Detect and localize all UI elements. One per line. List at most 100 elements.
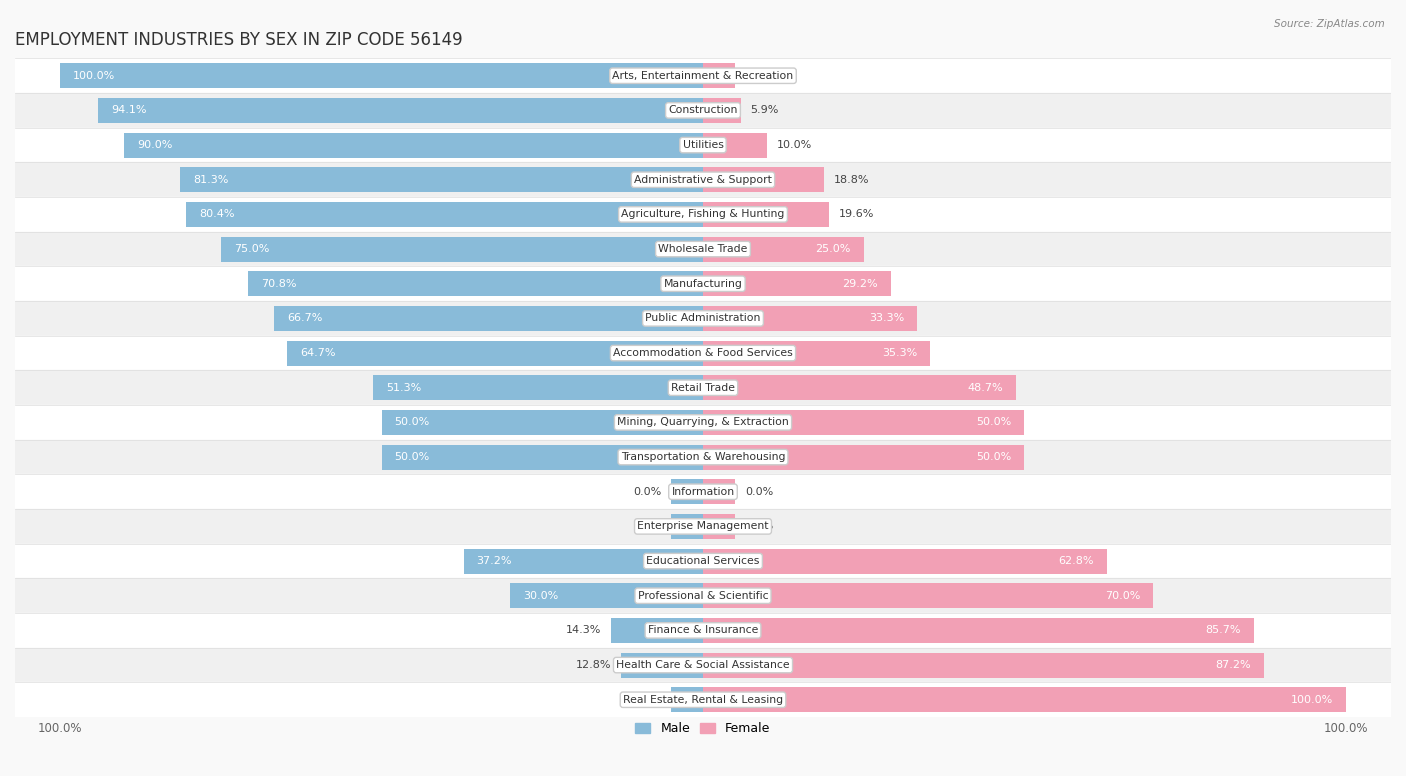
Bar bbox=[15, 266, 1391, 301]
Bar bbox=[703, 653, 1264, 677]
Text: 62.8%: 62.8% bbox=[1059, 556, 1094, 566]
Text: 50.0%: 50.0% bbox=[976, 452, 1012, 462]
Text: Educational Services: Educational Services bbox=[647, 556, 759, 566]
Text: 10.0%: 10.0% bbox=[778, 140, 813, 150]
Text: Source: ZipAtlas.com: Source: ZipAtlas.com bbox=[1274, 19, 1385, 29]
Text: 35.3%: 35.3% bbox=[882, 348, 917, 358]
Bar bbox=[15, 128, 1391, 162]
Bar bbox=[703, 237, 863, 262]
Text: 87.2%: 87.2% bbox=[1215, 660, 1251, 670]
Bar bbox=[703, 168, 824, 192]
Text: Mining, Quarrying, & Extraction: Mining, Quarrying, & Extraction bbox=[617, 417, 789, 428]
Bar bbox=[98, 98, 703, 123]
Text: Public Administration: Public Administration bbox=[645, 314, 761, 324]
Bar bbox=[703, 98, 741, 123]
Text: 64.7%: 64.7% bbox=[299, 348, 336, 358]
Text: 66.7%: 66.7% bbox=[287, 314, 322, 324]
Text: 80.4%: 80.4% bbox=[198, 210, 235, 220]
Bar bbox=[180, 168, 703, 192]
Text: 51.3%: 51.3% bbox=[387, 383, 422, 393]
Bar bbox=[15, 578, 1391, 613]
Bar bbox=[186, 202, 703, 227]
Text: 25.0%: 25.0% bbox=[815, 244, 851, 254]
Text: 0.0%: 0.0% bbox=[633, 695, 661, 705]
Text: 14.3%: 14.3% bbox=[567, 625, 602, 636]
Text: Arts, Entertainment & Recreation: Arts, Entertainment & Recreation bbox=[613, 71, 793, 81]
Text: 100.0%: 100.0% bbox=[1291, 695, 1333, 705]
Bar bbox=[15, 58, 1391, 93]
Text: Information: Information bbox=[672, 487, 734, 497]
Bar bbox=[15, 232, 1391, 266]
Text: 75.0%: 75.0% bbox=[233, 244, 269, 254]
Text: Agriculture, Fishing & Hunting: Agriculture, Fishing & Hunting bbox=[621, 210, 785, 220]
Bar bbox=[510, 584, 703, 608]
Bar bbox=[703, 376, 1017, 400]
Bar bbox=[703, 64, 735, 88]
Text: 50.0%: 50.0% bbox=[976, 417, 1012, 428]
Text: 29.2%: 29.2% bbox=[842, 279, 877, 289]
Bar bbox=[464, 549, 703, 573]
Text: 70.0%: 70.0% bbox=[1105, 591, 1140, 601]
Bar bbox=[703, 306, 917, 331]
Text: Wholesale Trade: Wholesale Trade bbox=[658, 244, 748, 254]
Bar bbox=[671, 480, 703, 504]
Text: 5.9%: 5.9% bbox=[751, 106, 779, 116]
Text: 18.8%: 18.8% bbox=[834, 175, 869, 185]
Bar bbox=[15, 474, 1391, 509]
Text: 12.8%: 12.8% bbox=[575, 660, 612, 670]
Bar bbox=[703, 341, 929, 365]
Bar bbox=[15, 544, 1391, 578]
Bar bbox=[15, 370, 1391, 405]
Text: Transportation & Warehousing: Transportation & Warehousing bbox=[621, 452, 785, 462]
Bar bbox=[15, 509, 1391, 544]
Bar bbox=[381, 410, 703, 435]
Text: 0.0%: 0.0% bbox=[745, 71, 773, 81]
Bar bbox=[221, 237, 703, 262]
Bar bbox=[703, 480, 735, 504]
Text: 94.1%: 94.1% bbox=[111, 106, 146, 116]
Bar bbox=[703, 410, 1025, 435]
Bar bbox=[15, 440, 1391, 474]
Text: 90.0%: 90.0% bbox=[138, 140, 173, 150]
Bar bbox=[15, 197, 1391, 232]
Text: 50.0%: 50.0% bbox=[394, 452, 430, 462]
Text: 0.0%: 0.0% bbox=[745, 521, 773, 532]
Bar bbox=[703, 514, 735, 539]
Bar bbox=[15, 162, 1391, 197]
Text: 0.0%: 0.0% bbox=[745, 487, 773, 497]
Bar bbox=[274, 306, 703, 331]
Text: Manufacturing: Manufacturing bbox=[664, 279, 742, 289]
Text: 81.3%: 81.3% bbox=[193, 175, 229, 185]
Bar bbox=[15, 405, 1391, 440]
Text: 37.2%: 37.2% bbox=[477, 556, 512, 566]
Bar bbox=[703, 133, 768, 158]
Bar bbox=[15, 336, 1391, 370]
Bar bbox=[15, 648, 1391, 682]
Text: Administrative & Support: Administrative & Support bbox=[634, 175, 772, 185]
Text: Health Care & Social Assistance: Health Care & Social Assistance bbox=[616, 660, 790, 670]
Text: 50.0%: 50.0% bbox=[394, 417, 430, 428]
Bar bbox=[703, 584, 1153, 608]
Text: Accommodation & Food Services: Accommodation & Food Services bbox=[613, 348, 793, 358]
Bar bbox=[703, 272, 891, 296]
Text: 48.7%: 48.7% bbox=[967, 383, 1004, 393]
Bar bbox=[15, 682, 1391, 717]
Bar bbox=[703, 202, 830, 227]
Bar bbox=[373, 376, 703, 400]
Text: Utilities: Utilities bbox=[682, 140, 724, 150]
Text: 19.6%: 19.6% bbox=[838, 210, 875, 220]
Bar bbox=[15, 613, 1391, 648]
Bar bbox=[247, 272, 703, 296]
Bar bbox=[620, 653, 703, 677]
Bar bbox=[381, 445, 703, 469]
Bar bbox=[703, 688, 1346, 712]
Bar bbox=[124, 133, 703, 158]
Text: 85.7%: 85.7% bbox=[1206, 625, 1241, 636]
Text: Retail Trade: Retail Trade bbox=[671, 383, 735, 393]
Text: 33.3%: 33.3% bbox=[869, 314, 904, 324]
Bar bbox=[703, 549, 1107, 573]
Legend: Male, Female: Male, Female bbox=[630, 718, 776, 740]
Bar bbox=[15, 301, 1391, 336]
Bar bbox=[703, 445, 1025, 469]
Bar bbox=[15, 93, 1391, 128]
